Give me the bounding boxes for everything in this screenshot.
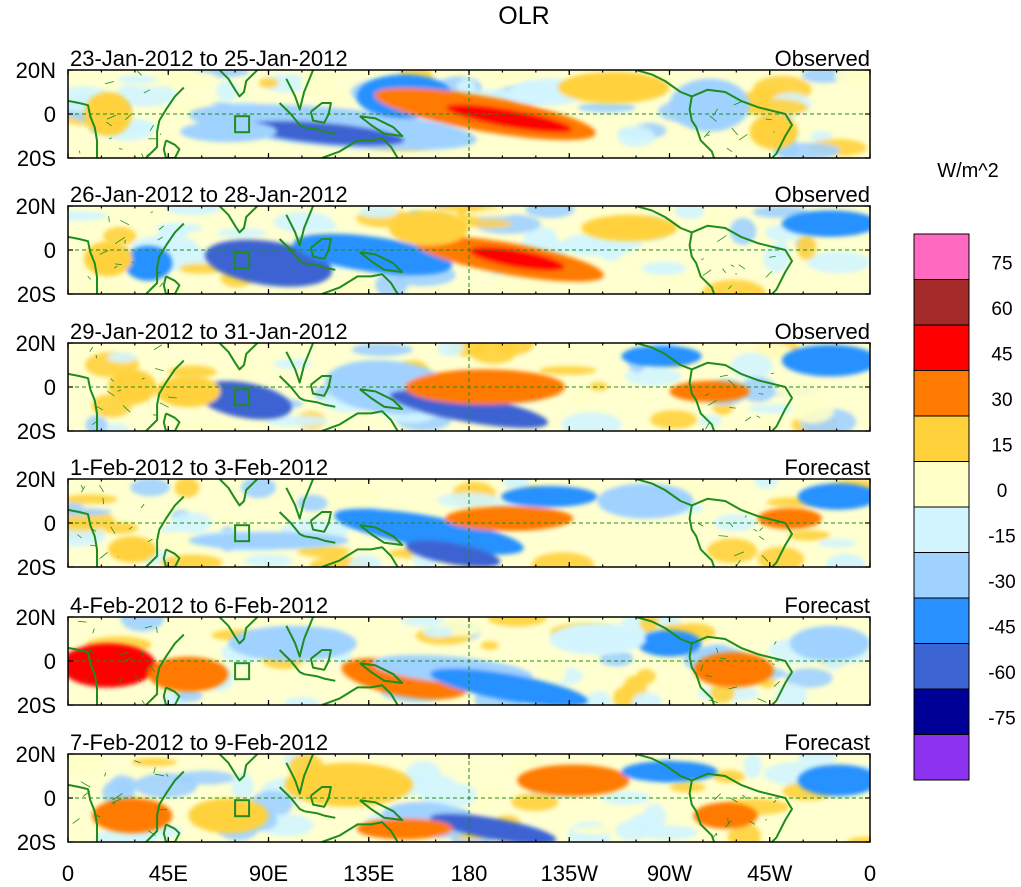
map-panel: 20N 0 20S 7-Feb-2012 to 9-Feb-2012 Forecast [16, 730, 871, 855]
colorbar-swatch [913, 506, 970, 553]
longitude-label: 90W [647, 861, 692, 886]
coastlines [68, 70, 793, 158]
colorbar-level-label: 0 [997, 481, 1008, 502]
latitude-label: 0 [44, 511, 56, 536]
coastlines [68, 343, 793, 431]
map-panel: 20N 0 20S 29-Jan-2012 to 31-Jan-2012 Observe… [16, 319, 871, 444]
tick-marks [67, 478, 871, 568]
region-box [234, 251, 251, 270]
panel-status: Observed [775, 46, 870, 71]
map-panel: 20N 0 20S 26-Jan-2012 to 28-Jan-2012 Observe… [16, 182, 871, 307]
colorbar-level-label: -30 [988, 572, 1015, 593]
panel-status: Forecast [784, 593, 870, 618]
panel-date-range: 29-Jan-2012 to 31-Jan-2012 [70, 319, 348, 344]
colorbar-level-label: 30 [991, 390, 1012, 411]
longitude-label: 180 [451, 861, 488, 886]
figure-title: OLR [498, 2, 549, 30]
region-box [234, 799, 251, 818]
latitude-label: 20S [17, 146, 56, 171]
latitude-label: 20S [17, 693, 56, 718]
longitude-label: 45E [149, 861, 188, 886]
panel-date-range: 1-Feb-2012 to 3-Feb-2012 [70, 455, 328, 480]
colorbar-level-label: -15 [988, 527, 1015, 548]
panel-date-range: 7-Feb-2012 to 9-Feb-2012 [70, 730, 328, 755]
region-box [234, 388, 251, 407]
colorbar: 75 60 45 30 15 0 -15 -30 -45 -60 -75 [913, 233, 1016, 781]
region-box [234, 524, 251, 543]
olr-anomaly-field [68, 206, 870, 294]
tick-marks [67, 753, 871, 843]
panel-status: Observed [775, 182, 870, 207]
latitude-label: 20S [17, 830, 56, 855]
latitude-label: 20N [16, 742, 56, 767]
colorbar-level-label: 60 [991, 299, 1012, 320]
panel-status: Forecast [784, 455, 870, 480]
latitude-label: 20N [16, 605, 56, 630]
colorbar-level-label: -45 [988, 618, 1015, 639]
coastlines [68, 754, 793, 842]
tick-marks [67, 616, 871, 706]
latitude-label: 0 [44, 649, 56, 674]
map-panel: 20N 0 20S 23-Jan-2012 to 25-Jan-2012 Observe… [16, 46, 871, 171]
colorbar-level-label: 45 [991, 345, 1012, 366]
panel-date-range: 26-Jan-2012 to 28-Jan-2012 [70, 182, 348, 207]
colorbar-level-label: 75 [991, 254, 1012, 275]
latitude-label: 20N [16, 194, 56, 219]
panel-stack: 20N 0 20S 23-Jan-2012 to 25-Jan-2012 Observe… [16, 46, 871, 855]
colorbar-swatch [913, 461, 970, 508]
latitude-label: 20N [16, 58, 56, 83]
panel-status: Observed [775, 319, 870, 344]
colorbar-level-label: -60 [988, 663, 1015, 684]
latitude-label: 20S [17, 419, 56, 444]
map-panel: 20N 0 20S 4-Feb-2012 to 6-Feb-2012 Forecast [16, 593, 871, 718]
region-box [234, 115, 251, 134]
longitude-axis: 0 45E 90E 135E 180 135W 90W 45W 0 [62, 861, 876, 886]
olr-anomaly-field [68, 70, 870, 158]
longitude-label: 0 [864, 861, 876, 886]
olr-anomaly-field [68, 754, 870, 842]
latitude-label: 0 [44, 102, 56, 127]
panel-date-range: 23-Jan-2012 to 25-Jan-2012 [70, 46, 348, 71]
tick-marks [67, 205, 871, 295]
colorbar-level-label: -75 [988, 709, 1015, 730]
panel-date-range: 4-Feb-2012 to 6-Feb-2012 [70, 593, 328, 618]
colorbar-swatch [913, 370, 970, 417]
colorbar-swatch [913, 597, 970, 644]
map-panel: 20N 0 20S 1-Feb-2012 to 3-Feb-2012 Forecast [16, 455, 871, 580]
longitude-label: 135W [541, 861, 599, 886]
coastlines [68, 617, 793, 705]
colorbar-swatch [913, 279, 970, 326]
colorbar-swatch [913, 233, 970, 280]
olr-anomaly-field [68, 617, 870, 705]
latitude-label: 20S [17, 555, 56, 580]
panel-status: Forecast [784, 730, 870, 755]
colorbar-swatch [913, 688, 970, 735]
latitude-label: 0 [44, 786, 56, 811]
colorbar-swatch [913, 552, 970, 599]
coastlines [68, 206, 793, 294]
latitude-label: 20N [16, 467, 56, 492]
colorbar-swatch [913, 415, 970, 462]
tick-marks [67, 342, 871, 432]
colorbar-swatch [913, 643, 970, 690]
tick-marks [67, 69, 871, 159]
colorbar-swatch [913, 734, 970, 781]
longitude-label: 45W [747, 861, 792, 886]
region-box [234, 662, 251, 681]
colorbar-swatch [913, 324, 970, 371]
olr-anomaly-field [68, 479, 870, 567]
longitude-label: 90E [249, 861, 288, 886]
latitude-label: 20N [16, 331, 56, 356]
latitude-label: 0 [44, 375, 56, 400]
units-label: W/m^2 [937, 160, 999, 182]
longitude-label: 135E [343, 861, 394, 886]
latitude-label: 20S [17, 282, 56, 307]
colorbar-level-label: 15 [991, 436, 1012, 457]
latitude-label: 0 [44, 238, 56, 263]
longitude-label: 0 [62, 861, 74, 886]
